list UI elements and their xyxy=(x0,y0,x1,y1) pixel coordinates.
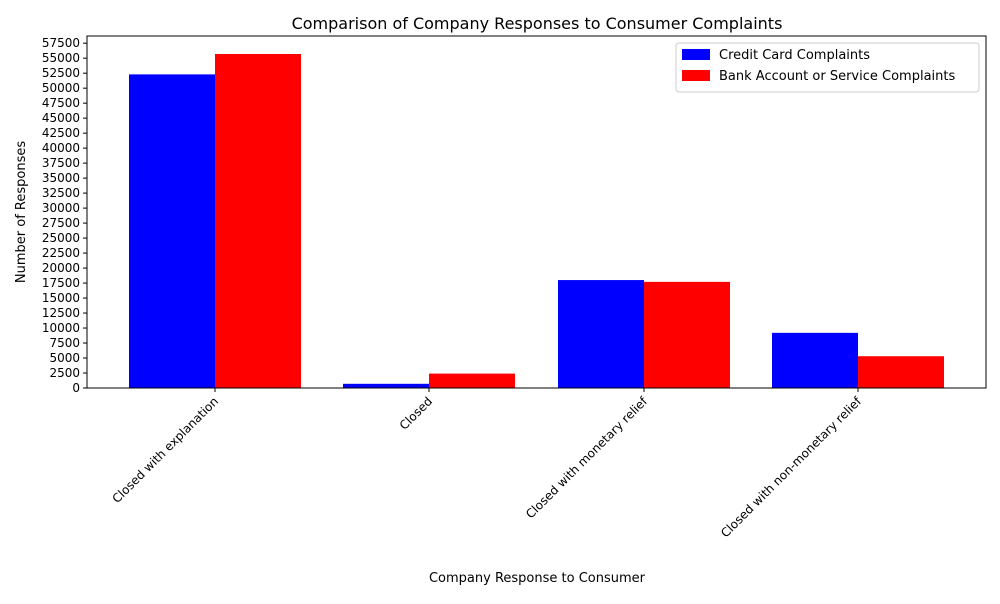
y-tick-label-22: 55000 xyxy=(42,51,80,65)
y-axis: 0250050007500100001250015000175002000022… xyxy=(42,36,87,395)
x-tick-label-3: Closed with non-monetary relief xyxy=(718,394,865,541)
y-tick-label-21: 52500 xyxy=(42,66,80,80)
legend-label-0: Credit Card Complaints xyxy=(719,48,870,63)
bar-credit-card-2 xyxy=(558,280,644,388)
legend-swatch-1 xyxy=(682,70,710,81)
legend: Credit Card Complaints Bank Account or Se… xyxy=(675,42,980,93)
chart-title: Comparison of Company Responses to Consu… xyxy=(292,14,783,33)
y-tick-label-15: 37500 xyxy=(42,156,80,170)
y-tick-label-3: 7500 xyxy=(49,336,80,350)
y-tick-label-17: 42500 xyxy=(42,126,80,140)
y-tick-label-6: 15000 xyxy=(42,291,80,305)
y-tick-label-9: 22500 xyxy=(42,246,80,260)
bar-credit-card-3 xyxy=(772,332,858,388)
x-tick-label-0: Closed with explanation xyxy=(109,394,221,506)
y-tick-label-19: 47500 xyxy=(42,96,80,110)
y-tick-label-12: 30000 xyxy=(42,201,80,215)
x-axis: Closed with explanation Closed Closed with… xyxy=(109,388,865,541)
bar-bank-account-2 xyxy=(644,281,730,388)
y-tick-label-13: 32500 xyxy=(42,186,80,200)
bars-layer xyxy=(129,53,944,388)
y-tick-label-16: 40000 xyxy=(42,141,80,155)
legend-box xyxy=(675,42,980,93)
y-tick-label-0: 0 xyxy=(72,381,80,395)
y-tick-label-20: 50000 xyxy=(42,81,80,95)
plot-frame xyxy=(86,35,987,389)
y-tick-label-5: 12500 xyxy=(42,306,80,320)
y-axis-label: Number of Responses xyxy=(14,141,29,283)
bar-credit-card-0 xyxy=(129,74,215,388)
y-tick-label-14: 35000 xyxy=(42,171,80,185)
y-tick-label-1: 2500 xyxy=(49,366,80,380)
y-tick-label-8: 20000 xyxy=(42,261,80,275)
bar-bank-account-0 xyxy=(215,53,301,388)
legend-swatch-0 xyxy=(682,49,710,60)
legend-label-1: Bank Account or Service Complaints xyxy=(719,69,955,84)
bar-bank-account-1 xyxy=(429,373,515,388)
x-axis-label: Company Response to Consumer xyxy=(429,571,646,586)
y-tick-label-18: 45000 xyxy=(42,111,80,125)
x-tick-label-2: Closed with monetary relief xyxy=(523,394,651,522)
bar-bank-account-3 xyxy=(858,356,944,388)
x-tick-label-1: Closed xyxy=(397,394,435,432)
y-tick-label-23: 57500 xyxy=(42,36,80,50)
y-tick-label-11: 27500 xyxy=(42,216,80,230)
y-tick-label-7: 17500 xyxy=(42,276,80,290)
y-tick-label-10: 25000 xyxy=(42,231,80,245)
y-tick-label-4: 10000 xyxy=(42,321,80,335)
bar-credit-card-1 xyxy=(343,383,429,388)
y-tick-label-2: 5000 xyxy=(49,351,80,365)
